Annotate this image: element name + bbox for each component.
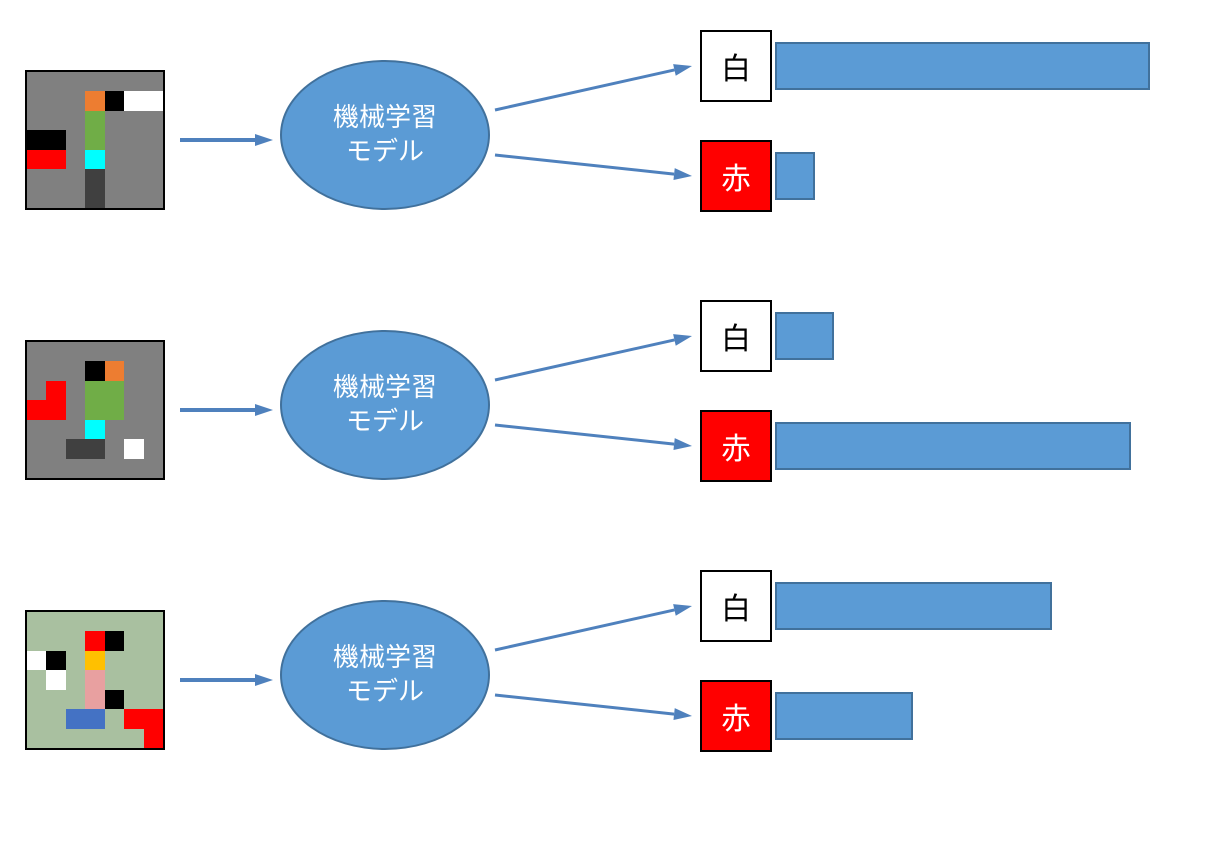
input-pixel-image — [25, 70, 165, 210]
model-ellipse: 機械学習モデル — [280, 600, 490, 750]
model-ellipse: 機械学習モデル — [280, 60, 490, 210]
ellipse-text-line2: モデル — [346, 405, 424, 439]
diagram-row: 機械学習モデル 白赤 — [0, 20, 1232, 280]
ellipse-text-line1: 機械学習 — [333, 641, 437, 675]
diagram-row: 機械学習モデル 白赤 — [0, 290, 1232, 550]
probability-bar-red — [775, 692, 913, 740]
probability-bar-white — [775, 312, 834, 360]
diagram-row: 機械学習モデル 白赤 — [0, 560, 1232, 820]
class-label-white: 白 — [700, 300, 772, 372]
class-label-white: 白 — [700, 570, 772, 642]
probability-bar-white — [775, 582, 1052, 630]
probability-bar-red — [775, 152, 815, 200]
probability-bar-red — [775, 422, 1131, 470]
probability-bar-white — [775, 42, 1150, 90]
input-pixel-image — [25, 340, 165, 480]
model-ellipse: 機械学習モデル — [280, 330, 490, 480]
ellipse-text-line1: 機械学習 — [333, 101, 437, 135]
ellipse-text-line1: 機械学習 — [333, 371, 437, 405]
class-label-red: 赤 — [700, 140, 772, 212]
class-label-white: 白 — [700, 30, 772, 102]
input-pixel-image — [25, 610, 165, 750]
class-label-red: 赤 — [700, 680, 772, 752]
ellipse-text-line2: モデル — [346, 135, 424, 169]
class-label-red: 赤 — [700, 410, 772, 482]
ellipse-text-line2: モデル — [346, 675, 424, 709]
